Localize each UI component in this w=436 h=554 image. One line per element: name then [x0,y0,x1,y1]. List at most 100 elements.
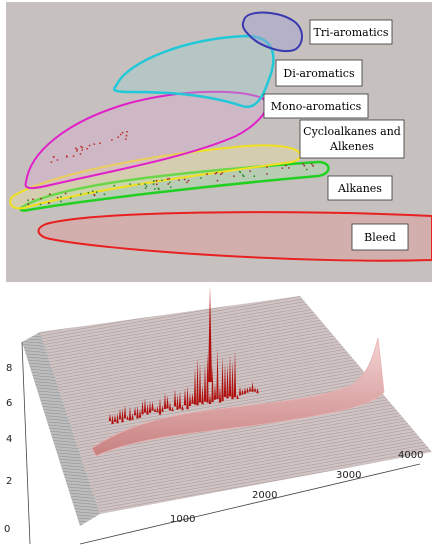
data-point [93,194,96,197]
data-point [144,183,147,186]
z-tick-4: 4 [6,434,12,445]
data-point [113,184,116,187]
data-point [69,197,72,200]
data-point [40,197,42,200]
data-point [60,196,62,198]
data-point [60,200,62,203]
x-tick-4000: 4000 [398,450,423,461]
data-point [74,147,77,150]
data-point [216,179,219,182]
data-point [76,150,78,152]
data-point [72,155,75,158]
surface-peak [108,413,112,421]
data-point [65,155,68,158]
label-bleed: Bleed [351,223,409,251]
mono-aromatics-region [24,90,268,190]
data-point [285,164,287,167]
data-point [242,175,245,178]
surface-peak-max [208,286,212,382]
surface-peak [138,408,142,418]
data-point [129,183,132,186]
surface-peak [248,386,252,392]
data-point [39,203,42,206]
label-alkanes: Alkanes [327,175,393,201]
data-point [80,193,82,195]
label-tri-aromatics: Tri-aromatics [309,19,393,45]
data-point [117,136,120,139]
data-point [241,174,244,176]
data-point [91,190,94,193]
data-point [215,171,218,174]
data-point [303,164,306,167]
surface-ridge [91,337,385,457]
z-tick-0: 0 [4,524,10,535]
surface-peak [213,383,217,400]
data-point [93,143,96,146]
z-tick-6: 6 [6,398,12,409]
data-point [152,180,155,182]
data-point [305,168,308,171]
data-point [27,199,29,202]
data-point [119,133,122,136]
surface-peak [128,406,132,421]
data-point [88,144,91,147]
surface-peak [121,408,124,423]
data-point [111,139,113,141]
data-point [167,183,170,185]
surface-peak [151,401,154,411]
data-point [76,148,78,151]
data-point [124,138,127,140]
label-bleed-text: Bleed [364,231,396,244]
data-point [81,146,84,149]
data-points [27,130,315,206]
label-cycloalkanes-line1: Cycloalkanes and [303,125,401,138]
data-point [86,147,88,150]
data-point [32,198,34,201]
data-point [155,179,158,182]
surface-peak [136,405,139,419]
label-cycloalkanes-alkenes: Cycloalkanes and Alkenes [299,119,405,159]
data-point [233,175,235,178]
data-point [81,149,84,151]
data-point [121,131,124,134]
surface-svg: 0 2 4 6 8 1000 2000 3000 4000 [4,286,432,545]
label-di-aromatics-text: Di-aromatics [283,67,355,80]
data-point [144,187,147,190]
x-tick-3000: 3000 [336,470,361,481]
surface-peak [183,388,187,406]
data-point [153,188,156,190]
data-point [253,175,256,178]
surface-peak [241,389,244,395]
z-axis [21,341,31,545]
data-point [312,165,315,167]
data-point [161,179,163,182]
surface-peak [118,408,122,420]
z-tick-2: 2 [6,476,12,487]
surface-peak [188,392,192,406]
di-aromatics-region [113,34,275,109]
alkanes-region [19,160,330,212]
data-point [56,159,59,161]
surface-peak [123,405,127,419]
surface-peak [231,360,234,400]
x-axis [79,463,421,545]
surface-peak [153,407,157,412]
surface-peak [216,347,219,399]
data-point [178,179,180,182]
surface-peak [148,400,152,413]
label-mono-aromatics: Mono-aromatics [263,93,369,119]
surface-peak [173,389,177,407]
surface-peak [191,392,194,404]
data-point [27,203,30,206]
surface-peak [176,394,179,410]
data-point [187,179,190,182]
data-point [214,172,217,175]
data-point [168,177,171,180]
data-point [87,191,90,194]
data-point [206,173,208,176]
data-point [126,130,128,133]
data-point [158,188,160,191]
data-point [79,153,82,156]
surface-peak [181,404,184,411]
surface-peak [178,391,182,409]
